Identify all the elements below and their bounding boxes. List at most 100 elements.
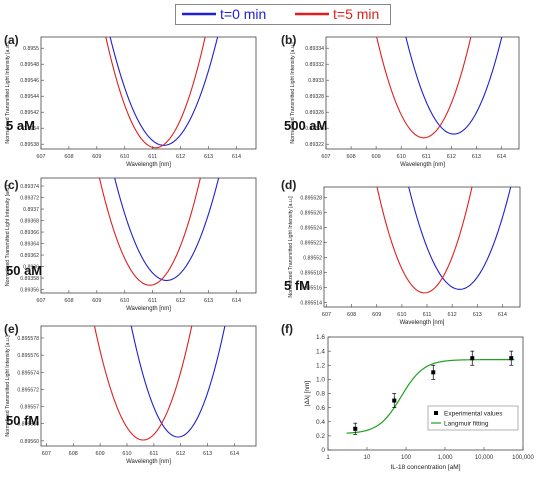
series-line-e-1	[93, 326, 193, 441]
legend-label-1: t=5 min	[333, 6, 379, 22]
plot-frame-d	[323, 186, 521, 308]
y-tick-label-d-6: 0.895526	[300, 211, 322, 217]
series-line-c-0	[114, 178, 220, 281]
plot-frame-c	[40, 177, 257, 294]
x-tick-label-d-1: 608	[347, 312, 356, 318]
concentration-label-c: 50 aM	[6, 263, 42, 278]
x-tick-label-c-0: 607	[36, 298, 45, 304]
y-tick-label-a-5: 0.89548	[20, 62, 39, 68]
y-tick-label-a-2: 0.89542	[20, 110, 39, 116]
x-tick-label-e-6: 613	[203, 451, 212, 457]
data-point-f-3	[470, 356, 475, 361]
x-tick-label-a-6: 613	[204, 154, 213, 160]
x-tick-label-c-2: 609	[92, 298, 101, 304]
x-tick-label-a-4: 611	[148, 154, 157, 160]
panel-label-b: (b)	[281, 33, 297, 47]
x-tick-label-d-6: 613	[473, 312, 482, 318]
panel-label-e: (e)	[4, 322, 19, 336]
y-tick-label-c-2: 0.8936	[23, 265, 39, 271]
series-group-e	[93, 326, 226, 441]
y-tick-label-c-8: 0.89372	[20, 196, 39, 202]
x-tick-label-f-3: 1,000	[437, 455, 453, 461]
x-tick-label-b-6: 613	[472, 154, 481, 160]
x-tick-label-d-7: 614	[498, 312, 507, 318]
data-point-f-0	[353, 426, 358, 431]
series-group-d	[376, 187, 512, 294]
legend-label-langmuir: Langmuir fitting	[444, 421, 489, 428]
x-tick-label-a-0: 607	[36, 154, 45, 160]
y-tick-label-b-1: 0.89324	[305, 126, 324, 132]
y-tick-label-f-2: 0.4	[316, 419, 325, 426]
x-tick-label-f-2: 100	[401, 455, 412, 461]
y-tick-label-c-9: 0.89374	[20, 184, 39, 190]
y-tick-label-e-2: 0.89557	[20, 405, 39, 411]
y-tick-label-a-1: 0.8954	[23, 126, 39, 132]
y-tick-label-e-1: 0.895568	[17, 422, 39, 428]
y-tick-label-c-0: 0.89356	[20, 288, 39, 294]
concentration-label-a: 5 aM	[6, 118, 35, 133]
y-tick-label-b-0: 0.89322	[305, 142, 324, 148]
x-tick-label-a-5: 612	[176, 154, 185, 160]
x-tick-label-d-2: 609	[372, 312, 381, 318]
series-line-d-0	[408, 187, 512, 290]
x-tick-label-c-4: 611	[148, 298, 157, 304]
y-tick-label-f-3: 0.6	[316, 405, 325, 412]
x-tick-label-d-0: 607	[322, 312, 331, 318]
y-tick-label-e-4: 0.895574	[17, 370, 39, 376]
x-axis-label-a: Wavelength [nm]	[126, 162, 171, 168]
panel-label-d: (d)	[281, 178, 297, 192]
y-axis-label-a: Normalized Transmitted Light Intensity […	[5, 42, 11, 144]
y-tick-label-f-5: 1.0	[316, 377, 325, 384]
panel-label-a: (a)	[4, 33, 19, 47]
y-tick-label-d-7: 0.895528	[300, 196, 322, 202]
y-tick-label-c-7: 0.8937	[23, 207, 39, 213]
x-tick-label-d-4: 611	[423, 312, 432, 318]
x-tick-label-b-4: 611	[422, 154, 431, 160]
data-point-f-1	[392, 398, 397, 403]
panel-label-f: (f)	[281, 322, 293, 336]
legend-marker-experimental	[434, 411, 438, 415]
x-tick-label-e-0: 607	[42, 451, 51, 457]
legend-label-experimental: Experimental values	[444, 411, 503, 418]
x-tick-label-a-3: 610	[120, 154, 129, 160]
x-tick-label-e-4: 611	[149, 451, 158, 457]
x-tick-label-f-5: 100,000	[512, 455, 534, 461]
x-tick-label-c-1: 608	[64, 298, 73, 304]
x-tick-label-b-2: 609	[372, 154, 381, 160]
series-group-c	[98, 178, 220, 286]
x-axis-label-c: Wavelength [nm]	[126, 306, 171, 312]
x-axis-label-d: Wavelength [nm]	[400, 320, 445, 326]
y-tick-label-a-3: 0.89544	[20, 94, 39, 100]
y-axis-label-c: Normalized Transmitted Light Intensity […	[5, 184, 11, 286]
y-tick-label-f-8: 1.6	[316, 334, 325, 341]
x-tick-label-e-5: 612	[176, 451, 185, 457]
series-line-c-1	[98, 178, 201, 286]
x-tick-label-d-3: 610	[397, 312, 406, 318]
y-tick-label-b-5: 0.89332	[305, 62, 324, 68]
x-tick-label-c-5: 612	[176, 298, 185, 304]
y-axis-label-f: |Δλ| [nm]	[304, 381, 311, 407]
plot-frame-e	[40, 325, 257, 447]
fit-curve-f	[346, 359, 515, 434]
x-axis-label-b: Wavelength [nm]	[400, 162, 445, 168]
data-point-f-4	[509, 356, 514, 361]
plot-frame-b	[325, 36, 520, 150]
x-tick-label-c-6: 613	[204, 298, 213, 304]
y-tick-label-d-1: 0.895516	[300, 286, 322, 292]
y-tick-label-a-0: 0.89538	[20, 142, 39, 148]
y-tick-label-c-1: 0.89358	[20, 276, 39, 282]
data-point-f-2	[431, 370, 436, 375]
y-tick-label-d-0: 0.895514	[300, 301, 322, 307]
y-tick-label-d-4: 0.895522	[300, 241, 322, 247]
series-line-d-1	[376, 187, 473, 294]
x-tick-label-c-3: 610	[120, 298, 129, 304]
y-tick-label-c-3: 0.89362	[20, 253, 39, 259]
x-tick-label-a-2: 609	[92, 154, 101, 160]
y-tick-label-f-0: 0	[321, 447, 325, 454]
y-tick-label-c-4: 0.89364	[20, 242, 39, 248]
